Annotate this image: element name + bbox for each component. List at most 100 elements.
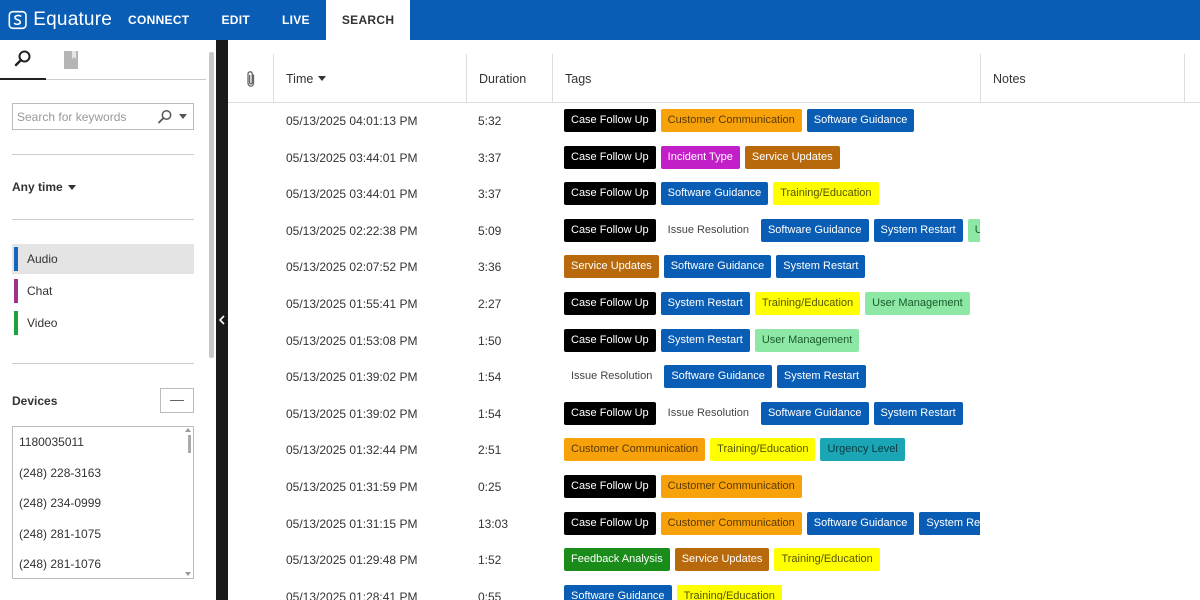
tag-badge[interactable]: System Restart (873, 218, 963, 242)
table-row[interactable]: 05/13/2025 02:07:52 PM 3:36 Service Update… (228, 249, 1200, 286)
table-row[interactable]: 05/13/2025 01:29:48 PM 1:52 Feedback Analy… (228, 542, 1200, 579)
tag-badge[interactable]: Software Guidance (660, 182, 769, 206)
tag-badge[interactable]: User Management (967, 218, 980, 242)
tag-badge[interactable]: Service Updates (744, 145, 840, 169)
tag-badge[interactable]: Case Follow Up (564, 109, 656, 132)
scroll-up-arrow-icon[interactable] (185, 428, 191, 432)
tag-badge[interactable]: System Restart (776, 255, 866, 279)
tab-connect[interactable]: CONNECT (128, 13, 190, 27)
time-column-header[interactable]: Time (273, 54, 466, 103)
channel-chat[interactable]: Chat (12, 276, 194, 306)
device-item[interactable]: (248) 281-1075 (19, 526, 102, 541)
table-row[interactable]: 05/13/2025 01:39:02 PM 1:54 Case Follow Up… (228, 396, 1200, 433)
search-icon[interactable] (157, 109, 173, 125)
tag-badge[interactable]: Training/Education (754, 292, 861, 315)
tag-badge[interactable]: System Restart (873, 401, 963, 425)
device-item[interactable]: 1180035011 (19, 435, 84, 449)
tag-badge[interactable]: Customer Communication (660, 475, 802, 498)
tag-badge[interactable]: Issue Resolution (660, 218, 756, 242)
tag-badge[interactable]: Customer Communication (564, 438, 706, 462)
table-row[interactable]: 05/13/2025 03:44:01 PM 3:37 Case Follow Up… (228, 140, 1200, 177)
brand-name: Equature (33, 9, 112, 30)
tag-badge[interactable]: Service Updates (674, 548, 770, 572)
tag-badge[interactable]: Feedback Analysis (564, 548, 670, 572)
tab-edit[interactable]: EDIT (221, 13, 250, 27)
duration-column-header[interactable]: Duration (466, 54, 552, 103)
device-list-scrollbar[interactable] (188, 435, 191, 453)
table-row[interactable]: 05/13/2025 01:28:41 PM 0:55 Software Guida… (228, 579, 1200, 600)
tag-badge[interactable]: Case Follow Up (564, 401, 656, 425)
tag-badge[interactable]: Case Follow Up (564, 182, 656, 206)
tag-badge[interactable]: Training/Education (774, 548, 880, 572)
tag-badge[interactable]: Case Follow Up (564, 145, 656, 169)
table-row[interactable]: 05/13/2025 01:53:08 PM 1:50 Case Follow Up… (228, 323, 1200, 360)
tag-badge[interactable]: System Restart (660, 328, 750, 352)
brand-logo[interactable]: Equature (0, 0, 112, 40)
tag-badge[interactable]: Case Follow Up (564, 511, 656, 535)
tag-badge[interactable]: Case Follow Up (564, 292, 656, 315)
device-item[interactable]: (248) 228-3163 (19, 465, 102, 480)
attachment-column-header[interactable] (228, 54, 273, 103)
channel-audio[interactable]: Audio (12, 244, 194, 274)
device-list[interactable]: 1180035011 (248) 228-3163 (248) 234-0999… (12, 426, 194, 579)
tag-badge[interactable]: System Restart (776, 365, 867, 389)
table-row[interactable]: 05/13/2025 04:01:13 PM 5:32 Case Follow Up… (228, 103, 1200, 140)
table-row[interactable]: 05/13/2025 02:22:38 PM 5:09 Case Follow Up… (228, 213, 1200, 250)
column-header-label: Time (286, 71, 314, 86)
duration-cell: 0:55 (478, 589, 502, 600)
table-row[interactable]: 05/13/2025 01:55:41 PM 2:27 Case Follow Up… (228, 286, 1200, 323)
tag-badge[interactable]: Training/Education (676, 584, 782, 600)
tag-badge[interactable]: Software Guidance (663, 255, 772, 279)
tag-badge[interactable]: Customer Communication (660, 511, 802, 535)
tag-badge[interactable]: Service Updates (564, 255, 659, 279)
channel-video[interactable]: Video (12, 308, 194, 338)
scroll-down-arrow-icon[interactable] (185, 572, 191, 576)
notes-column-header[interactable]: Notes (980, 54, 1184, 103)
table-row[interactable]: 05/13/2025 03:44:01 PM 3:37 Case Follow Up… (228, 176, 1200, 213)
tag-badge[interactable]: Software Guidance (806, 511, 915, 535)
tag-badge[interactable]: Software Guidance (760, 218, 869, 242)
device-item[interactable]: (248) 234-0999 (19, 496, 102, 510)
devices-collapse-button[interactable] (160, 388, 194, 413)
tag-badge[interactable]: Case Follow Up (564, 328, 656, 352)
table-row[interactable]: 05/13/2025 01:32:44 PM 2:51 Customer Commu… (228, 432, 1200, 469)
sidebar-tab-search[interactable] (0, 40, 46, 80)
table-row[interactable]: 05/13/2025 01:31:59 PM 0:25 Case Follow Up… (228, 469, 1200, 506)
keyword-search-input[interactable] (13, 109, 157, 124)
tag-badge[interactable]: Case Follow Up (564, 218, 656, 242)
tag-badge[interactable]: System Restart (919, 511, 980, 535)
device-item[interactable]: (248) 281-1076 (19, 557, 102, 571)
tag-badge[interactable]: Urgency Level (820, 438, 905, 462)
tags-cell: Service Updates Software Guidance System R… (564, 255, 980, 279)
tag-badge[interactable]: Training/Education (710, 438, 816, 462)
tag-badge[interactable]: Training/Education (773, 182, 879, 206)
tag-badge[interactable]: Software Guidance (564, 584, 672, 600)
tag-badge[interactable]: Case Follow Up (564, 475, 656, 498)
tag-badge[interactable]: User Management (754, 328, 860, 352)
sidebar-collapse-handle[interactable] (216, 40, 228, 600)
tags-column-header[interactable]: Tags (552, 54, 980, 103)
tags-cell: Case Follow Up Issue Resolution Software G… (564, 401, 980, 426)
time-filter-dropdown[interactable]: Any time (12, 180, 76, 194)
tags-cell: Case Follow Up Customer Communication Soft… (564, 511, 980, 536)
sidebar-scrollbar-thumb[interactable] (209, 52, 214, 358)
table-row[interactable]: 05/13/2025 01:39:02 PM 1:54 Issue Resoluti… (228, 359, 1200, 396)
tab-live[interactable]: LIVE (281, 13, 310, 27)
tag-badge[interactable]: Software Guidance (664, 365, 772, 389)
tag-badge[interactable]: System Restart (660, 292, 750, 315)
tab-search[interactable]: SEARCH (325, 0, 411, 40)
tag-badge[interactable]: Customer Communication (660, 109, 802, 132)
time-cell: 05/13/2025 02:22:38 PM (286, 223, 418, 238)
sidebar-tab-bookmarks[interactable] (48, 40, 94, 80)
tag-badge[interactable]: User Management (865, 292, 970, 315)
tag-badge[interactable]: Issue Resolution (660, 401, 756, 425)
table-row[interactable]: 05/13/2025 01:31:15 PM 13:03 Case Follow U… (228, 506, 1200, 543)
search-options-chevron-icon[interactable] (179, 114, 187, 119)
tag-badge[interactable]: Software Guidance (806, 109, 915, 132)
column-header-label: Duration (479, 71, 527, 86)
tag-badge[interactable]: Software Guidance (760, 401, 869, 425)
tag-badge[interactable]: Incident Type (660, 145, 740, 169)
tag-badge[interactable]: Issue Resolution (564, 365, 660, 389)
duration-cell: 1:54 (478, 406, 502, 421)
sidebar-scrollbar[interactable] (206, 40, 216, 600)
